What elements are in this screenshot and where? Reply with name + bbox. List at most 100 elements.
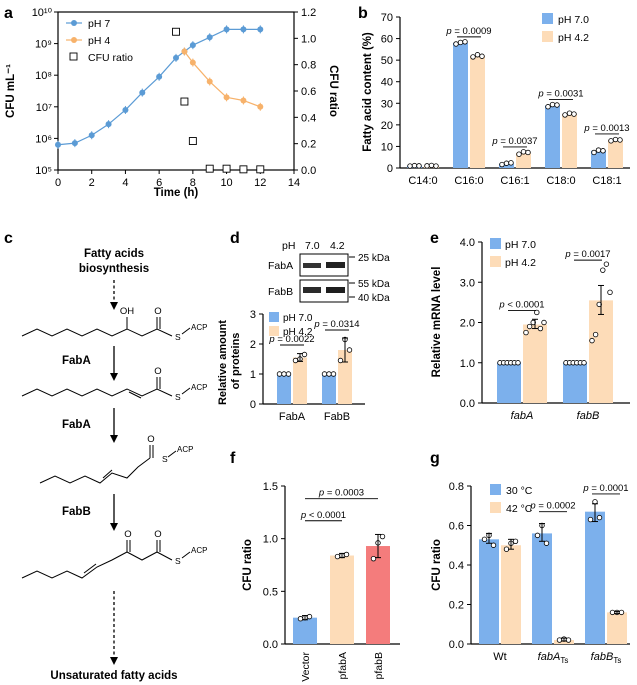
point-ratio-0 (172, 27, 180, 36)
point-ph7-6 (156, 73, 163, 80)
bar-b-C14:0-1-dot-1 (428, 162, 435, 169)
y2-ticklabel-a-5: 1.0 (301, 33, 316, 45)
pvalue-d-1-label: p = 0.0314 (313, 319, 359, 330)
bar-g-fabA-0-dot-2 (543, 540, 550, 546)
blot-row-fabb: FabB (268, 286, 293, 298)
legend-label-b2: pH 4.2 (558, 32, 589, 44)
bar-b-C18:0-0-dot-2 (554, 102, 560, 108)
legend-swatch-b2 (542, 31, 553, 42)
chart-e: 0.0 1.0 2.0 3.0 4.0 fabA fabB p < 0.0001 p = 0.… (431, 237, 630, 422)
x-ticklabel-a-5: 10 (220, 177, 232, 189)
y-f-ticklabel-0: 0.0 (263, 639, 278, 651)
y-b-ticklabel-2: 20 (381, 120, 393, 132)
y-e-ticklabel-1: 1.0 (460, 358, 475, 370)
bar-d-FabA-0-dot-1 (281, 371, 287, 377)
bar-b-C14:0-1-dot-0 (424, 163, 430, 169)
y-axis-label-g: CFU ratio (431, 539, 443, 591)
bar-b-C18:1-0-dot-0 (591, 149, 597, 156)
bar-b-C14:0-0-dot-0 (407, 163, 413, 169)
bar-b-C16:1-1-dot-2 (525, 149, 531, 156)
y2-ticklabel-a-2: 0.4 (301, 112, 316, 124)
blot-kda-40: 40 kDa (358, 293, 390, 304)
bar-b-C18:0-0-dot-0 (545, 104, 551, 110)
blot-band-faba-1 (303, 263, 321, 268)
x-ticklabel-e-0: fabA (511, 410, 534, 422)
bar-b-C18:0-0-dot-1 (549, 101, 556, 108)
point-ratio-4 (222, 164, 231, 173)
y2-ticklabel-a-3: 0.6 (301, 86, 316, 98)
bar-e-fabA-1-dot-1 (526, 323, 533, 330)
bar-g-fabB-0 (585, 511, 605, 644)
bar-b-C14:0-0-dot-1 (411, 162, 418, 169)
pvalue-g-2-label: p = 0.0001 (582, 483, 628, 494)
bar-d-FabB-0-dot-0 (321, 371, 328, 377)
bar-b-C14:0-0-dot-2 (416, 163, 422, 169)
panel-label-c: c (4, 230, 13, 247)
bar-b-C18:0-1 (562, 114, 577, 168)
blot-band-fabb-1 (303, 287, 321, 293)
bar-g-Wt-0 (479, 539, 499, 644)
molecule-2-acp: ACP (191, 383, 207, 392)
legend-label-d1: pH 7.0 (283, 313, 313, 324)
legend-b: pH 7.0 pH 4.2 (542, 13, 589, 44)
blot-box-fabb (299, 279, 349, 303)
bar-g-fabB-0-dot-0 (587, 516, 594, 523)
x-ticklabel-d-0: FabA (279, 411, 306, 423)
molecule-1-s: S (175, 332, 181, 342)
point-ph7-0 (55, 141, 61, 148)
y-ticklabel-a-0: 10⁵ (35, 165, 52, 177)
x-ticklabel-f-2: pfabB (373, 652, 385, 679)
bar-e-fabA-1 (523, 324, 547, 403)
chart-d: pH 7.0 4.2 FabA FabB 25 kDa 55 kDa 40 kD… (217, 240, 390, 423)
blot-band-fabb-2 (326, 287, 345, 293)
bar-e-fabB-1 (589, 300, 613, 403)
bar-e-fabA-1-dot-4 (537, 325, 544, 332)
chart-f: 0.0 0.5 1.0 1.5 Vector pfabA pfabB p < 0.0001 p… (242, 481, 400, 682)
blot-ph2: 4.2 (330, 240, 345, 252)
point-ph4-3 (223, 94, 230, 101)
y-ticklabel-a-1: 10⁶ (35, 133, 52, 145)
x-ticklabel-g-0: Wt (493, 651, 506, 663)
point-ratio-1 (180, 97, 189, 106)
bar-b-C16:1-1-dot-1 (520, 149, 527, 155)
bar-b-C18:1-1-dot-1 (612, 136, 619, 143)
x-ticklabel-b-3: C18:0 (546, 175, 575, 187)
pvalue-f-1-label: p = 0.0003 (318, 488, 364, 499)
point-ph7-11 (223, 26, 230, 33)
y-e-ticklabel-0: 0.0 (460, 398, 475, 410)
point-ph7-12 (240, 26, 247, 33)
y-ticklabel-a-5: 10¹⁰ (32, 7, 53, 19)
bar-d-FabA-0-dot-2 (285, 371, 292, 377)
bar-b-C16:1-0-dot-0 (499, 161, 505, 168)
bar-g-Wt-0-dot-2 (490, 542, 497, 548)
point-ph7-3 (105, 121, 112, 128)
bar-e-fabA-1-dot-5 (541, 319, 547, 326)
y-e-ticklabel-2: 2.0 (460, 318, 475, 330)
point-ph7-7 (173, 54, 179, 61)
legend-swatch-d1 (269, 312, 279, 322)
bar-d-FabB-1 (338, 350, 352, 404)
bar-b-C16:0-1-dot-1 (474, 52, 481, 58)
x-ticklabel-a-0: 0 (55, 177, 61, 189)
x-ticklabel-b-4: C18:1 (592, 175, 621, 187)
molecule-3-acp: ACP (177, 445, 193, 454)
pvalue-g-1-label: p = 0.0002 (529, 501, 575, 512)
point-ph4-0 (181, 48, 188, 55)
line-ph4 (183, 51, 261, 108)
pvalue-b-1-label: p = 0.0009 (445, 26, 491, 37)
point-ratio-3 (205, 164, 214, 173)
point-ph7-4 (122, 106, 129, 113)
enzyme-step-1: FabA (62, 355, 91, 367)
bar-g-Wt-1 (501, 545, 521, 644)
bar-f-pfabB-dot-0 (370, 555, 377, 562)
y-b-ticklabel-1: 10 (381, 141, 393, 153)
molecule-2-chain (21, 388, 173, 397)
point-ph4-2 (206, 78, 213, 85)
bar-f-Vector-dot-2 (306, 613, 313, 620)
pvalue-b-4-label: p = 0.0013 (583, 123, 629, 134)
molecule-2-s: S (175, 392, 181, 402)
bar-g-fabB-1-dot-0 (609, 609, 616, 616)
legend-label-g2: 42 °C (506, 503, 533, 515)
x-ticklabel-a-4: 8 (190, 177, 196, 189)
bar-b-C18:0-1-dot-2 (571, 111, 577, 117)
